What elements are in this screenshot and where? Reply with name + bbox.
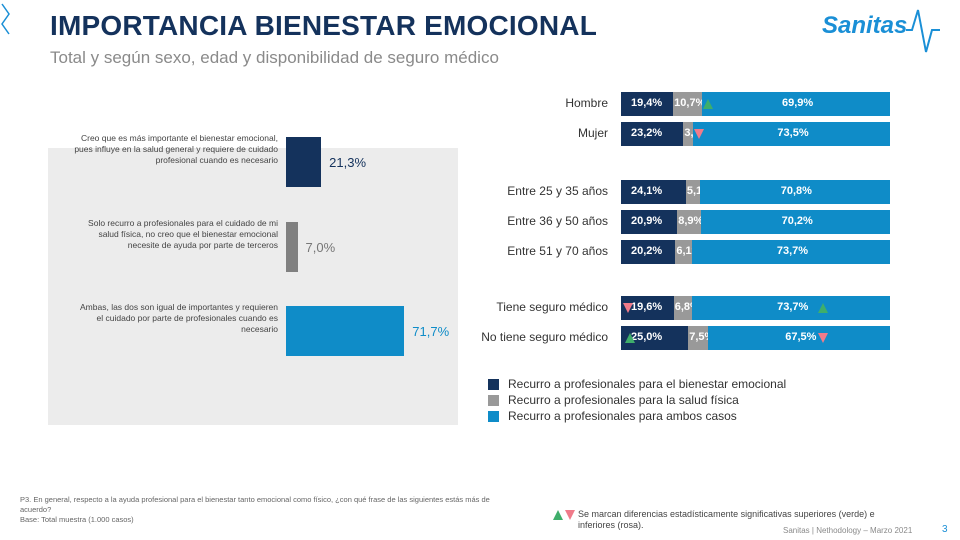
heartbeat-icon (906, 9, 940, 53)
stacked-bar-row: 25,0% 7,5% 67,5% (621, 326, 890, 350)
bar-segment (677, 210, 702, 234)
bar-segment (621, 240, 676, 264)
segment-value-label: 10,7% (674, 97, 706, 109)
bar-category-label: Ambas, las dos son igual de importantes … (80, 302, 278, 334)
bar-segment (621, 92, 674, 116)
bar-category-label: Solo recurro a profesionales para el cui… (88, 218, 278, 250)
row-label: No tiene seguro médico (481, 330, 608, 344)
legend-item: Recurro a profesionales para el bienesta… (488, 376, 786, 392)
question-footnote: P3. En general, respecto a la ayuda prof… (20, 495, 490, 524)
row-label: Entre 51 y 70 años (507, 244, 608, 258)
segment-value-label: 73,7% (776, 245, 809, 257)
bar-segment (621, 210, 678, 234)
corner-bracket-icon (1, 3, 10, 35)
source-footer: Sanitas | Nethodology – Marzo 2021 (783, 526, 913, 535)
chart-legend: Recurro a profesionales para el bienesta… (488, 376, 786, 424)
triangle-up-icon (553, 510, 563, 520)
left-chart-panel (48, 148, 458, 425)
stacked-bar-row: 19,6% 6,8% 73,7% (621, 296, 891, 320)
bar-segment (701, 210, 890, 234)
segment-value-label: 69,9% (781, 97, 814, 109)
bar-segment (692, 296, 891, 320)
segment-value-label: 23,2% (631, 127, 663, 139)
bar-value-label: 21,3% (329, 155, 367, 170)
stacked-bar-row: 20,9% 8,9% 70,2% (621, 210, 890, 234)
legend-swatch (488, 394, 499, 406)
bar (286, 222, 298, 272)
legend-label: Recurro a profesionales para ambos casos (508, 409, 737, 423)
bar-segment (701, 92, 890, 116)
triangle-up-icon (818, 303, 828, 313)
bar-segment (673, 92, 702, 116)
row-label: Mujer (577, 126, 608, 140)
bar-segment (673, 296, 692, 320)
legend-swatch (488, 410, 499, 422)
bar-segment (708, 326, 890, 350)
legend-label: Recurro a profesionales para el bienesta… (508, 377, 787, 391)
significance-note: Se marcan diferencias estadísticamente s… (578, 509, 875, 530)
row-label: Entre 36 y 50 años (507, 214, 608, 228)
stacked-bar-row: 24,1%5,1%70,8% (621, 180, 890, 204)
bar-value-label: 7,0% (305, 240, 336, 255)
significance-legend-icons (553, 510, 575, 520)
row-label: Entre 25 y 35 años (507, 184, 608, 198)
segment-value-label: 67,5% (785, 331, 817, 343)
page-title: IMPORTANCIA BIENESTAR EMOCIONAL (50, 10, 598, 41)
bar-category-label: Creo que es más importante el bienestar … (74, 133, 278, 165)
stacked-bar-row: 20,2% 6,1% 73,7% (621, 240, 890, 264)
bar-segment (699, 180, 890, 204)
bar-segment (692, 122, 891, 146)
bar-segment (621, 122, 684, 146)
page-subtitle: Total y según sexo, edad y disponibilida… (50, 48, 499, 67)
triangle-up-icon (625, 333, 635, 343)
segment-value-label: 20,2% (631, 245, 663, 257)
legend-item: Recurro a profesionales para la salud fí… (488, 392, 786, 408)
segment-value-label: 20,9% (631, 215, 663, 227)
segment-value-label: 7,5% (689, 331, 715, 343)
triangle-down-icon (565, 510, 575, 520)
bar-segment (621, 180, 686, 204)
segment-value-label: 73,7% (777, 301, 809, 313)
segment-value-label: 73,5% (777, 127, 809, 139)
stacked-bar-row: 19,4% 10,7% 69,9% (621, 92, 890, 116)
bar (286, 137, 322, 187)
row-label: Hombre (565, 96, 608, 110)
stacked-bar-row: 23,2%3,4%73,5% (621, 122, 891, 146)
legend-item: Recurro a profesionales para ambos casos (488, 408, 786, 424)
segment-value-label: 19,6% (631, 301, 663, 313)
segment-value-label: 70,8% (780, 185, 812, 197)
bar-segment (691, 240, 890, 264)
legend-label: Recurro a profesionales para la salud fí… (508, 393, 739, 407)
triangle-down-icon (818, 333, 828, 343)
segment-value-label: 8,9% (678, 215, 704, 227)
bar-segment (688, 326, 709, 350)
bar-value-label: 71,7% (412, 324, 450, 339)
segment-value-label: 25,0% (631, 331, 663, 343)
segment-value-label: 24,1% (631, 185, 663, 197)
segment-value-label: 70,2% (781, 215, 813, 227)
bar-segment (685, 180, 700, 204)
triangle-up-icon (702, 99, 713, 109)
bar-segment (675, 240, 692, 264)
bar (286, 306, 405, 356)
sanitas-logo: Sanitas (822, 6, 952, 56)
triangle-down-icon (623, 303, 633, 313)
segment-value-label: 19,4% (631, 97, 663, 109)
triangle-down-icon (693, 129, 704, 139)
legend-swatch (488, 378, 499, 390)
bar-segment (683, 122, 693, 146)
page-number: 3 (942, 524, 948, 535)
row-label: Tiene seguro médico (496, 300, 608, 314)
